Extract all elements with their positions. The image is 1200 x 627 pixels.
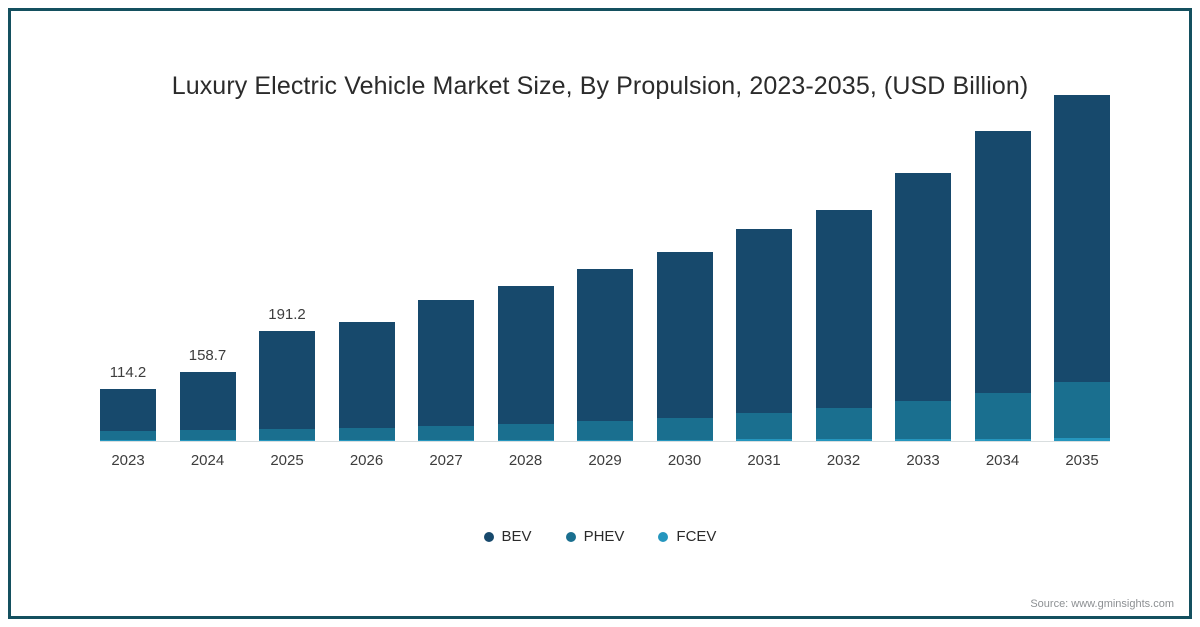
chart-title: Luxury Electric Vehicle Market Size, By … bbox=[171, 72, 1029, 100]
stacked-bar[interactable] bbox=[974, 131, 1031, 441]
bar-column-2024[interactable]: 158.7 bbox=[179, 120, 236, 441]
bar-column-2028[interactable] bbox=[497, 120, 554, 441]
bar-segment-bev[interactable] bbox=[179, 372, 236, 430]
bar-segment-fcev[interactable] bbox=[497, 440, 554, 441]
bar-segment-phev[interactable] bbox=[497, 424, 554, 440]
legend-item-phev[interactable]: PHEV bbox=[565, 528, 625, 545]
bar-segment-fcev[interactable] bbox=[179, 440, 236, 441]
bar-segment-fcev[interactable] bbox=[418, 440, 474, 441]
bar-segment-fcev[interactable] bbox=[656, 440, 713, 441]
bar-segment-phev[interactable] bbox=[100, 431, 156, 440]
bar-segment-phev[interactable] bbox=[179, 430, 236, 440]
bar-segment-phev[interactable] bbox=[1054, 382, 1110, 438]
bar-column-2029[interactable] bbox=[577, 120, 633, 441]
stacked-bar[interactable] bbox=[577, 269, 633, 441]
legend-item-fcev[interactable]: FCEV bbox=[658, 528, 716, 545]
bar-segment-bev[interactable] bbox=[895, 173, 951, 401]
x-tick-label-2031: 2031 bbox=[747, 452, 781, 469]
bar-segment-bev[interactable] bbox=[656, 252, 713, 418]
chart-legend: BEV PHEV FCEV bbox=[0, 528, 1200, 545]
x-tick-label-2027: 2027 bbox=[429, 452, 463, 469]
x-tick-label-2023: 2023 bbox=[111, 452, 145, 469]
bar-column-2025[interactable]: 191.2 bbox=[259, 120, 315, 441]
stacked-bar[interactable] bbox=[418, 300, 474, 441]
bar-segment-bev[interactable] bbox=[974, 131, 1031, 393]
bar-segment-bev[interactable] bbox=[736, 229, 792, 413]
legend-swatch-icon bbox=[565, 531, 576, 542]
bar-segment-fcev[interactable] bbox=[577, 440, 633, 441]
stacked-bar[interactable] bbox=[497, 286, 554, 441]
stacked-bar[interactable] bbox=[338, 322, 395, 441]
bar-segment-bev[interactable] bbox=[100, 389, 156, 431]
bar-segment-bev[interactable] bbox=[259, 331, 315, 429]
bar-segment-phev[interactable] bbox=[418, 426, 474, 440]
bar-segment-phev[interactable] bbox=[338, 428, 395, 440]
bar-segment-fcev[interactable] bbox=[974, 439, 1031, 441]
bar-column-2035[interactable] bbox=[1054, 95, 1110, 441]
stacked-bar[interactable] bbox=[179, 372, 236, 441]
stacked-bar[interactable] bbox=[656, 252, 713, 441]
bar-value-label: 114.2 bbox=[109, 364, 147, 381]
bar-segment-bev[interactable] bbox=[1054, 95, 1110, 382]
x-tick-label-2035: 2035 bbox=[1065, 452, 1099, 469]
x-axis-tick-labels: 2023 2024 2025 2026 2027 2028 2029 2030 2031 2032… bbox=[100, 452, 1110, 469]
bar-segment-fcev[interactable] bbox=[100, 440, 156, 441]
legend-swatch-icon bbox=[658, 531, 669, 542]
bar-segment-bev[interactable] bbox=[497, 286, 554, 424]
bar-segment-bev[interactable] bbox=[418, 300, 474, 426]
x-tick-label-2032: 2032 bbox=[826, 452, 861, 469]
x-tick-label-2034: 2034 bbox=[985, 452, 1020, 469]
bar-column-2032[interactable] bbox=[815, 120, 872, 441]
bar-segment-fcev[interactable] bbox=[815, 439, 872, 441]
x-tick-label-2028: 2028 bbox=[508, 452, 543, 469]
bar-value-label: 158.7 bbox=[188, 347, 227, 364]
legend-label: BEV bbox=[501, 528, 532, 545]
bar-segment-bev[interactable] bbox=[815, 210, 872, 408]
bar-segment-fcev[interactable] bbox=[259, 440, 315, 441]
bar-column-2030[interactable] bbox=[656, 120, 713, 441]
stacked-bar[interactable] bbox=[895, 173, 951, 441]
stacked-bar[interactable] bbox=[815, 210, 872, 441]
bar-column-2023[interactable]: 114.2 bbox=[100, 120, 156, 441]
bar-segment-phev[interactable] bbox=[577, 421, 633, 440]
legend-item-bev[interactable]: BEV bbox=[483, 528, 532, 545]
stacked-bar[interactable] bbox=[1054, 95, 1110, 441]
bar-segment-phev[interactable] bbox=[815, 408, 872, 439]
source-attribution: Source: www.gminsights.com bbox=[1030, 598, 1174, 610]
bar-segment-phev[interactable] bbox=[656, 418, 713, 440]
legend-label: PHEV bbox=[583, 528, 625, 545]
bar-column-2026[interactable] bbox=[338, 120, 395, 441]
bar-segment-phev[interactable] bbox=[895, 401, 951, 439]
bar-segment-bev[interactable] bbox=[577, 269, 633, 421]
bar-segment-fcev[interactable] bbox=[736, 439, 792, 441]
x-tick-label-2033: 2033 bbox=[906, 452, 940, 469]
x-tick-label-2024: 2024 bbox=[190, 452, 225, 469]
x-axis-line bbox=[100, 441, 1110, 442]
legend-label: FCEV bbox=[676, 528, 717, 545]
legend-swatch-icon bbox=[483, 531, 494, 542]
x-tick-label-2026: 2026 bbox=[349, 452, 384, 469]
bar-segment-fcev[interactable] bbox=[895, 439, 951, 441]
x-tick-label-2030: 2030 bbox=[667, 452, 702, 469]
x-tick-label-2025: 2025 bbox=[270, 452, 304, 469]
bar-column-2031[interactable] bbox=[736, 120, 792, 441]
bar-segment-phev[interactable] bbox=[974, 393, 1031, 439]
bar-segment-phev[interactable] bbox=[736, 413, 792, 439]
stacked-bar[interactable] bbox=[259, 331, 315, 441]
bar-series-group: 114.2 158.7 191.2 bbox=[100, 95, 1110, 441]
bar-segment-phev[interactable] bbox=[259, 429, 315, 440]
bar-segment-fcev[interactable] bbox=[1054, 438, 1110, 441]
stacked-bar[interactable] bbox=[736, 229, 792, 441]
x-tick-label-2029: 2029 bbox=[588, 452, 622, 469]
stacked-bar[interactable] bbox=[100, 389, 156, 441]
bar-column-2034[interactable] bbox=[974, 120, 1031, 441]
bar-segment-bev[interactable] bbox=[338, 322, 395, 428]
bar-value-label: 191.2 bbox=[268, 306, 306, 323]
bar-column-2027[interactable] bbox=[418, 120, 474, 441]
bar-column-2033[interactable] bbox=[895, 120, 951, 441]
bar-segment-fcev[interactable] bbox=[338, 440, 395, 441]
